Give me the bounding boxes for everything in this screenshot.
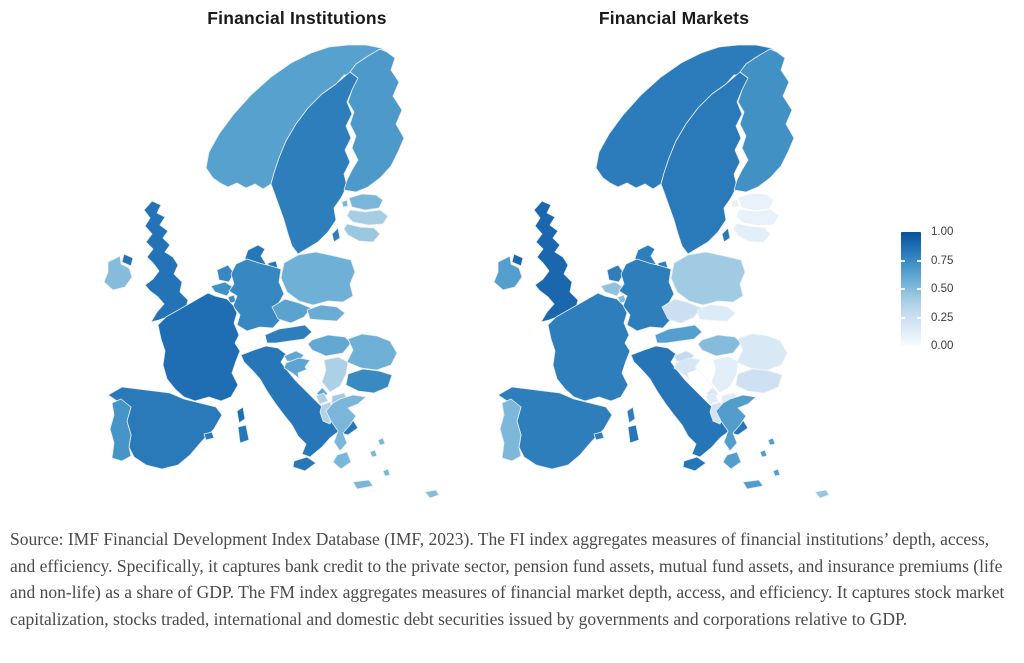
map-financial-institutions-country-france: [157, 292, 241, 402]
map-financial-markets-country-france: [626, 406, 636, 424]
map-title-financial-institutions: Financial Institutions: [207, 8, 387, 28]
choropleth-map-financial-institutions: [100, 44, 445, 504]
map-financial-markets-country-united-kingdom: [533, 200, 582, 323]
map-financial-institutions-country-bosnia: [297, 368, 324, 395]
map-financial-institutions-country-latvia: [346, 209, 389, 226]
choropleth-map-financial-markets: [490, 44, 835, 504]
map-financial-markets-country-austria: [654, 324, 703, 344]
map-financial-institutions-country-greece: [377, 437, 386, 446]
map-financial-institutions-country-portugal: [109, 398, 132, 462]
map-financial-markets-country-estonia: [731, 199, 739, 208]
map-financial-institutions-country-united-kingdom: [121, 253, 134, 267]
legend-tick-mark: [901, 259, 905, 262]
map-financial-markets-country-greece: [722, 451, 742, 470]
color-legend: 1.00 0.75 0.50 0.25 0.00: [901, 226, 991, 352]
legend-colorbar: [901, 232, 921, 346]
map-financial-institutions-country-slovakia: [306, 304, 346, 322]
map-financial-markets-country-greece: [767, 437, 776, 446]
map-financial-markets-country-bosnia: [687, 368, 714, 395]
map-financial-institutions-country-germany: [228, 258, 285, 332]
map-title-financial-markets: Financial Markets: [598, 8, 750, 28]
map-financial-institutions-country-estonia: [348, 193, 384, 211]
map-financial-institutions-country-hungary: [307, 334, 352, 357]
map-financial-institutions-country-switzerland: [234, 330, 263, 350]
map-financial-markets-country-united-kingdom: [511, 253, 524, 267]
map-financial-markets-country-italy: [627, 424, 640, 444]
map-financial-markets-country-greece: [759, 449, 768, 458]
legend-tick-mark: [917, 316, 921, 319]
map-financial-markets-country-spain: [593, 431, 605, 441]
map-financial-institutions-country-sweden: [270, 71, 359, 255]
map-financial-markets-country-sweden: [721, 227, 731, 243]
map-financial-institutions-country-sweden: [331, 227, 341, 243]
legend-tick-mark: [917, 288, 921, 290]
map-financial-markets-country-sweden: [660, 71, 749, 255]
map-financial-institutions-country-italy: [292, 456, 317, 472]
source-caption: Source: IMF Financial Development Index …: [10, 529, 1005, 629]
map-financial-institutions-country-italy: [237, 424, 250, 444]
map-financial-institutions-country-estonia: [341, 199, 349, 208]
map-financial-markets-country-montenegro: [705, 392, 719, 405]
map-financial-markets-country-serbia: [711, 356, 739, 393]
legend-tick-mark: [901, 288, 905, 290]
map-financial-institutions-country-greece: [352, 479, 374, 490]
map-financial-markets-country-poland: [670, 251, 746, 306]
map-financial-institutions-country-greece: [325, 394, 367, 452]
map-financial-markets-country-italy: [682, 456, 707, 472]
map-financial-institutions-country-netherlands: [216, 264, 235, 283]
map-financial-markets-country-romania: [736, 333, 788, 371]
map-financial-markets-country-latvia: [736, 209, 779, 226]
legend-tick-mark: [901, 316, 905, 319]
map-financial-institutions-country-france: [236, 406, 246, 424]
map-financial-markets-country-greece: [715, 394, 757, 452]
map-financial-institutions-country-belgium: [210, 281, 234, 297]
map-financial-institutions-svg: [103, 44, 440, 499]
map-financial-markets-country-ireland: [493, 255, 523, 291]
legend-tick-label-0-75: 0.75: [931, 254, 954, 267]
legend-tick-mark: [917, 259, 921, 262]
map-financial-markets-country-belgium: [600, 281, 624, 297]
map-financial-institutions-country-romania: [346, 333, 398, 371]
map-financial-institutions-country-austria: [264, 324, 313, 344]
map-financial-institutions-country-spain: [203, 431, 215, 441]
map-financial-markets-country-greece: [742, 479, 764, 490]
map-financial-institutions-country-poland: [280, 251, 356, 306]
map-financial-institutions-country-greece: [332, 451, 352, 470]
map-financial-markets-country-estonia: [738, 193, 774, 211]
map-financial-institutions-country-ireland: [103, 255, 133, 291]
legend-tick-label-0-50: 0.50: [931, 283, 954, 295]
map-financial-markets-country-hungary: [697, 334, 742, 357]
map-financial-markets-country-france: [547, 292, 631, 402]
map-financial-markets-country-germany: [618, 258, 675, 332]
map-financial-institutions-country-cyprus: [424, 489, 440, 499]
map-financial-institutions-country-united-kingdom: [143, 200, 192, 323]
map-financial-institutions-country-lithuania: [343, 223, 381, 243]
map-financial-institutions-country-bulgaria: [345, 368, 393, 394]
map-financial-markets-country-switzerland: [624, 330, 653, 350]
map-financial-markets-country-portugal: [499, 398, 522, 462]
map-financial-markets-country-netherlands: [606, 264, 625, 283]
map-financial-markets-country-lithuania: [733, 223, 771, 243]
map-financial-institutions-country-greece: [369, 449, 378, 458]
map-financial-markets-country-cyprus: [814, 489, 830, 499]
map-financial-markets-svg: [493, 44, 830, 499]
map-financial-institutions-country-montenegro: [315, 392, 329, 405]
map-financial-institutions-country-greece: [382, 468, 391, 477]
map-financial-institutions-country-finland: [343, 48, 405, 193]
legend-tick-label-0-00: 0.00: [931, 340, 954, 352]
map-financial-institutions-country-serbia: [321, 356, 349, 393]
map-financial-markets-country-bulgaria: [735, 368, 783, 394]
map-financial-markets-country-finland: [733, 48, 795, 193]
legend-tick-label-1-00: 1.00: [931, 226, 954, 238]
map-financial-markets-country-greece: [772, 468, 781, 477]
legend-tick-label-0-25: 0.25: [931, 311, 954, 324]
map-financial-markets-country-slovakia: [696, 304, 736, 322]
